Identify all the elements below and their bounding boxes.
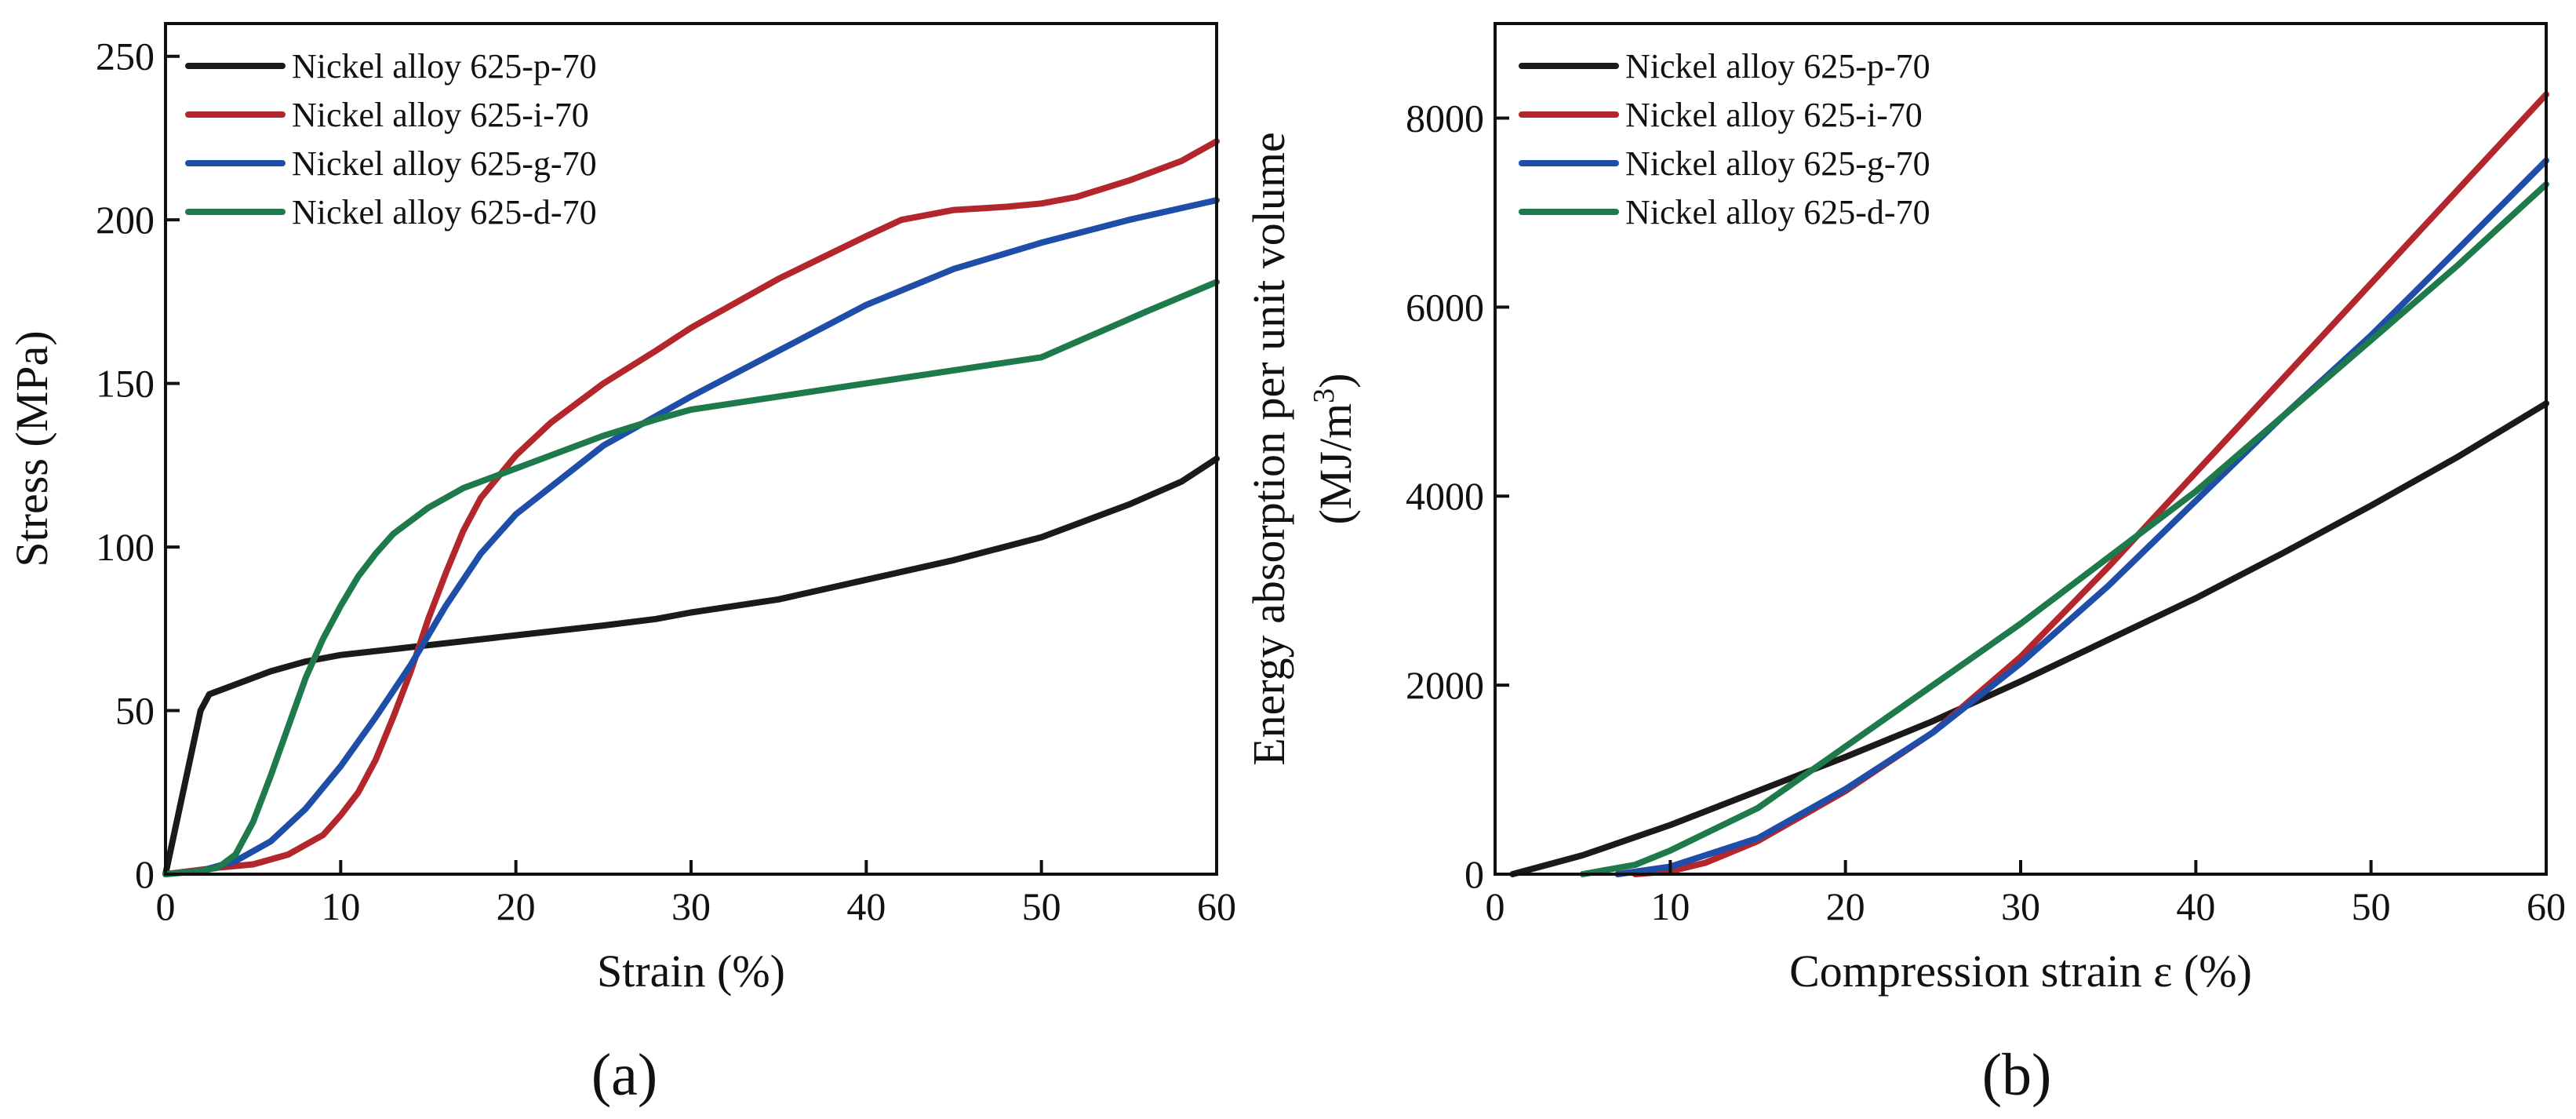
legend-a-label-d: Nickel alloy 625-d-70 [292,193,597,231]
y-tick-label: 250 [96,35,155,78]
legend-b-label-g: Nickel alloy 625-g-70 [1625,144,1930,183]
x-tick-label: 60 [2527,884,2566,928]
series-line-g-panel-a [162,197,1220,877]
x-tick-label: 50 [1022,884,1061,928]
panel-b-series-group [1509,91,2549,877]
y-tick-label: 0 [135,852,155,896]
panel-b-label: (b) [1982,1042,2052,1108]
y-tick-label: 4000 [1406,474,1484,518]
panel-b-y-unit: (MJ/m [1310,403,1361,525]
panel-a-series-group [162,138,1220,877]
y-tick-label: 0 [1464,852,1484,896]
panel-a-x-axis-title: Strain (%) [597,946,785,997]
panel-a-label: (a) [591,1042,657,1108]
x-tick-label: 0 [1486,884,1505,928]
y-tick-label: 100 [96,525,155,569]
x-tick-label: 40 [846,884,886,928]
x-tick-label: 20 [497,884,536,928]
y-tick-label: 8000 [1406,96,1484,140]
series-line-g-panel-b [1614,157,2549,877]
legend-b-label-i: Nickel alloy 625-i-70 [1625,96,1923,134]
y-tick-label: 50 [115,689,155,733]
x-tick-label: 40 [2176,884,2215,928]
legend-b-label-p: Nickel alloy 625-p-70 [1625,47,1930,86]
legend-a-label-g: Nickel alloy 625-g-70 [292,144,597,183]
panel-a-legend: Nickel alloy 625-p-70 Nickel alloy 625-i… [185,47,597,231]
panel-b-y-axis-title-line2: (MJ/m3) [1308,373,1361,524]
panel-a-axes-ticks: 0 10 20 30 40 50 60 0 50 100 150 200 250 [96,35,1236,928]
series-line-d-panel-b [1579,180,2549,877]
series-line-i-panel-b [1632,91,2549,877]
panel-b-y-unit-close: ) [1310,373,1361,388]
panel-b-axes-ticks: 0 10 20 30 40 50 60 0 2000 4000 6000 8000 [1406,96,2566,928]
panel-b-energy-absorption: 0 10 20 30 40 50 60 0 2000 4000 6000 8000 Nickel al… [1243,22,2566,1108]
series-line-p-panel-b [1509,400,2549,877]
panel-a-stress-strain: 0 10 20 30 40 50 60 0 50 100 150 200 250 Nickel allo… [6,22,1236,1108]
series-line-p-panel-a [162,455,1220,877]
x-tick-label: 10 [1650,884,1690,928]
x-tick-label: 0 [156,884,176,928]
panel-b-x-axis-title: Compression strain ε (%) [1789,946,2252,997]
series-line-i-panel-a [162,138,1220,877]
x-tick-label: 60 [1197,884,1236,928]
panel-a-y-axis-title: Stress (MPa) [6,330,57,567]
x-tick-label: 50 [2352,884,2391,928]
y-tick-label: 2000 [1406,663,1484,707]
x-tick-label: 10 [321,884,360,928]
y-tick-label: 6000 [1406,285,1484,329]
panel-b-legend: Nickel alloy 625-p-70 Nickel alloy 625-i… [1519,47,1930,231]
y-tick-label: 150 [96,362,155,406]
series-line-d-panel-a [162,279,1220,877]
panel-b-y-axis-title-line1: Energy absorption per unit volume [1243,132,1294,766]
panel-b-y-unit-superscript: 3 [1308,388,1341,403]
y-tick-label: 200 [96,198,155,242]
legend-a-label-p: Nickel alloy 625-p-70 [292,47,597,86]
x-tick-label: 30 [671,884,711,928]
legend-b-label-d: Nickel alloy 625-d-70 [1625,193,1930,231]
x-tick-label: 20 [1826,884,1865,928]
legend-a-label-i: Nickel alloy 625-i-70 [292,96,589,134]
x-tick-label: 30 [2001,884,2040,928]
